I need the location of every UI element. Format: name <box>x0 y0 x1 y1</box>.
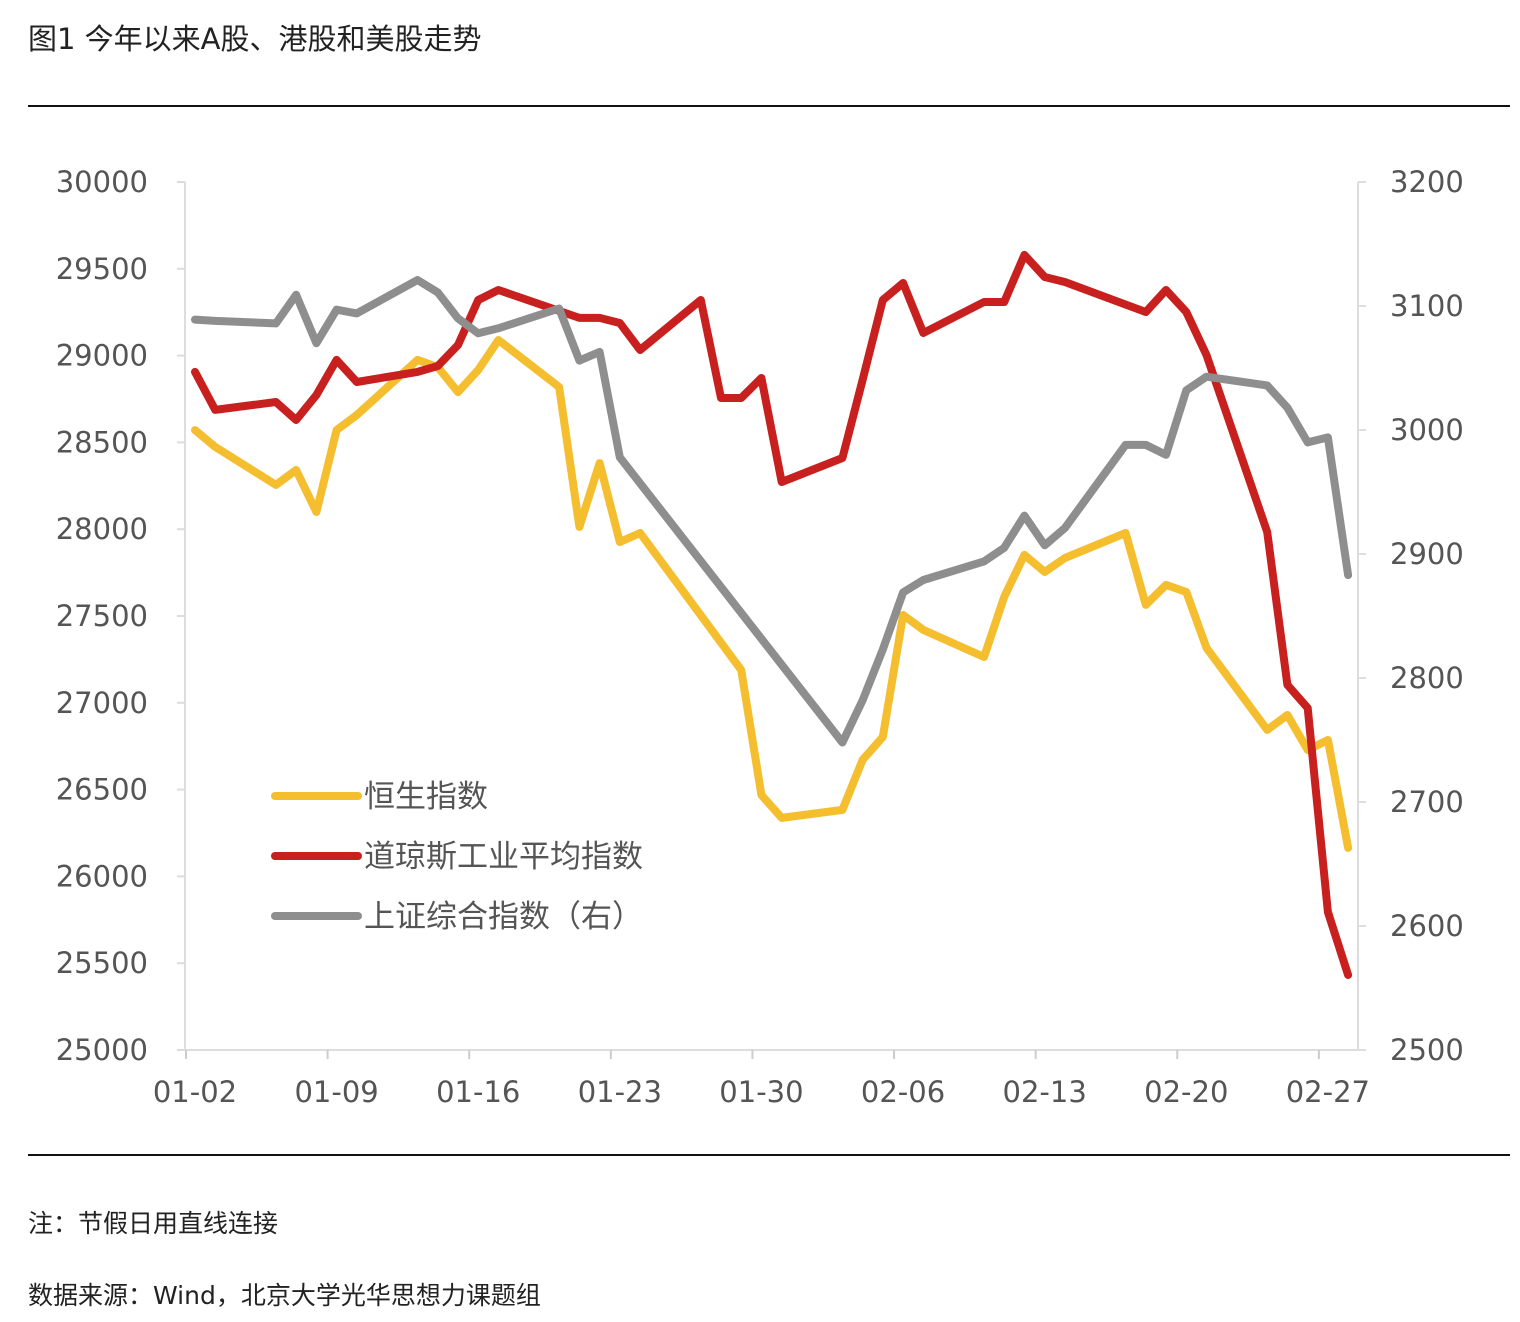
x-tick-label: 01-23 <box>578 1075 662 1109</box>
y-tick-label: 26000 <box>56 859 148 893</box>
x-tick-label: 02-13 <box>1003 1075 1087 1109</box>
y2-tick-label: 3000 <box>1390 413 1464 447</box>
x-tick-label: 01-09 <box>294 1075 378 1109</box>
y2-tick-label: 3100 <box>1390 289 1464 323</box>
x-tick-label: 01-02 <box>153 1075 237 1109</box>
y-tick-label: 28000 <box>56 512 148 546</box>
series-line-2 <box>191 276 1353 747</box>
legend-label-1: 道琼斯工业平均指数 <box>364 839 643 875</box>
y-tick-label: 25000 <box>56 1033 148 1067</box>
top-rule <box>28 105 1510 107</box>
y-tick-label: 26500 <box>56 773 148 807</box>
series-lines <box>191 250 1353 979</box>
y-tick-label: 29000 <box>56 339 148 373</box>
series-line-0 <box>191 336 1353 852</box>
y-tick-label: 29500 <box>56 252 148 286</box>
bottom-rule <box>28 1154 1510 1156</box>
y2-tick-label: 2500 <box>1390 1033 1464 1067</box>
y2-tick-label: 2800 <box>1390 661 1464 695</box>
y2-tick-label: 2600 <box>1390 909 1464 943</box>
y2-tick-label: 2900 <box>1390 537 1464 571</box>
series-line-1 <box>191 250 1353 979</box>
y2-tick-label: 3200 <box>1390 165 1464 199</box>
x-tick-label: 01-16 <box>436 1075 520 1109</box>
x-tick-label: 02-27 <box>1286 1075 1370 1109</box>
figure-title: 图1 今年以来A股、港股和美股走势 <box>28 22 482 56</box>
footnote: 注：节假日用直线连接 <box>28 1209 279 1238</box>
x-tick-label: 02-20 <box>1144 1075 1228 1109</box>
legend-label-2: 上证综合指数（右） <box>364 899 643 935</box>
y-tick-label: 27000 <box>56 686 148 720</box>
axes: 30000 29500 29000 28500 28000 27500 27000 26500… <box>56 165 1464 1109</box>
y-tick-label: 27500 <box>56 599 148 633</box>
y-tick-label: 28500 <box>56 425 148 459</box>
y-tick-label: 25500 <box>56 946 148 980</box>
y-tick-label: 30000 <box>56 165 148 199</box>
x-tick-label: 01-30 <box>719 1075 803 1109</box>
y2-tick-label: 2700 <box>1390 785 1464 819</box>
legend-label-0: 恒生指数 <box>364 779 488 815</box>
source-note: 数据来源：Wind，北京大学光华思想力课题组 <box>28 1281 541 1310</box>
x-tick-label: 02-06 <box>861 1075 945 1109</box>
